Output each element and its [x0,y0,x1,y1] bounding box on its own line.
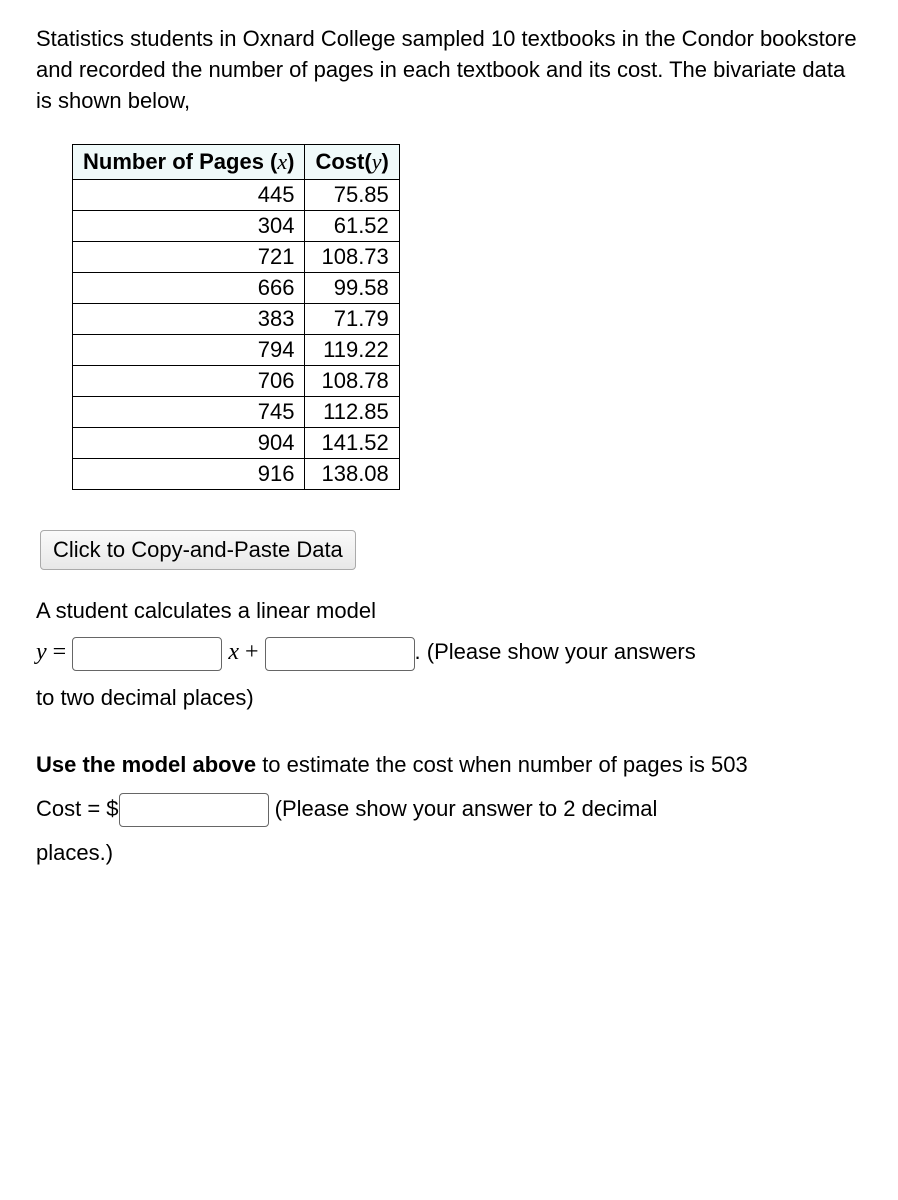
model-tail-2: to two decimal places) [36,685,254,710]
table-row: 66699.58 [73,273,400,304]
table-row: 44575.85 [73,180,400,211]
col-header-cost: Cost(y) [305,145,399,180]
cell-pages: 745 [73,397,305,428]
cell-cost: 108.78 [305,366,399,397]
data-table: Number of Pages (x) Cost(y) 44575.85 304… [72,144,400,490]
table-row: 721108.73 [73,242,400,273]
table-row: 30461.52 [73,211,400,242]
cell-pages: 706 [73,366,305,397]
cell-cost: 138.08 [305,459,399,490]
table-row: 794119.22 [73,335,400,366]
table-row: 38371.79 [73,304,400,335]
cell-cost: 99.58 [305,273,399,304]
model-tail-1: . (Please show your answers [415,639,696,664]
plus-sign: + [239,639,265,665]
cell-pages: 904 [73,428,305,459]
cell-cost: 112.85 [305,397,399,428]
table-row: 916138.08 [73,459,400,490]
cost-label: Cost = $ [36,796,119,821]
cost-tail-2: places.) [36,840,113,865]
use-model-prompt: Use the model above to estimate the cost… [36,750,862,781]
cell-pages: 794 [73,335,305,366]
problem-intro: Statistics students in Oxnard College sa… [36,24,862,116]
table-row: 706108.78 [73,366,400,397]
copy-data-button[interactable]: Click to Copy-and-Paste Data [40,530,356,570]
data-table-container: Number of Pages (x) Cost(y) 44575.85 304… [36,144,862,490]
table-row: 745112.85 [73,397,400,428]
col-header-pages: Number of Pages (x) [73,145,305,180]
cell-pages: 666 [73,273,305,304]
cell-cost: 108.73 [305,242,399,273]
cell-pages: 916 [73,459,305,490]
cell-cost: 61.52 [305,211,399,242]
table-row: 904141.52 [73,428,400,459]
model-equation-line: y = x + . (Please show your answers to t… [36,628,862,720]
use-model-bold: Use the model above [36,752,256,777]
cell-cost: 71.79 [305,304,399,335]
var-y: y [36,639,47,665]
var-x: x [228,639,239,665]
cost-input[interactable] [119,793,269,827]
use-model-rest: to estimate the cost when number of page… [256,752,748,777]
slope-input[interactable] [72,637,222,671]
cell-cost: 141.52 [305,428,399,459]
intercept-input[interactable] [265,637,415,671]
linear-model-prompt: A student calculates a linear model [36,598,862,624]
cell-cost: 119.22 [305,335,399,366]
cost-tail-1: (Please show your answer to 2 decimal [275,796,658,821]
cost-answer-line: Cost = $ (Please show your answer to 2 d… [36,787,862,875]
cell-pages: 721 [73,242,305,273]
cell-pages: 304 [73,211,305,242]
cell-pages: 383 [73,304,305,335]
cell-cost: 75.85 [305,180,399,211]
cell-pages: 445 [73,180,305,211]
eq-sign: = [47,639,73,665]
